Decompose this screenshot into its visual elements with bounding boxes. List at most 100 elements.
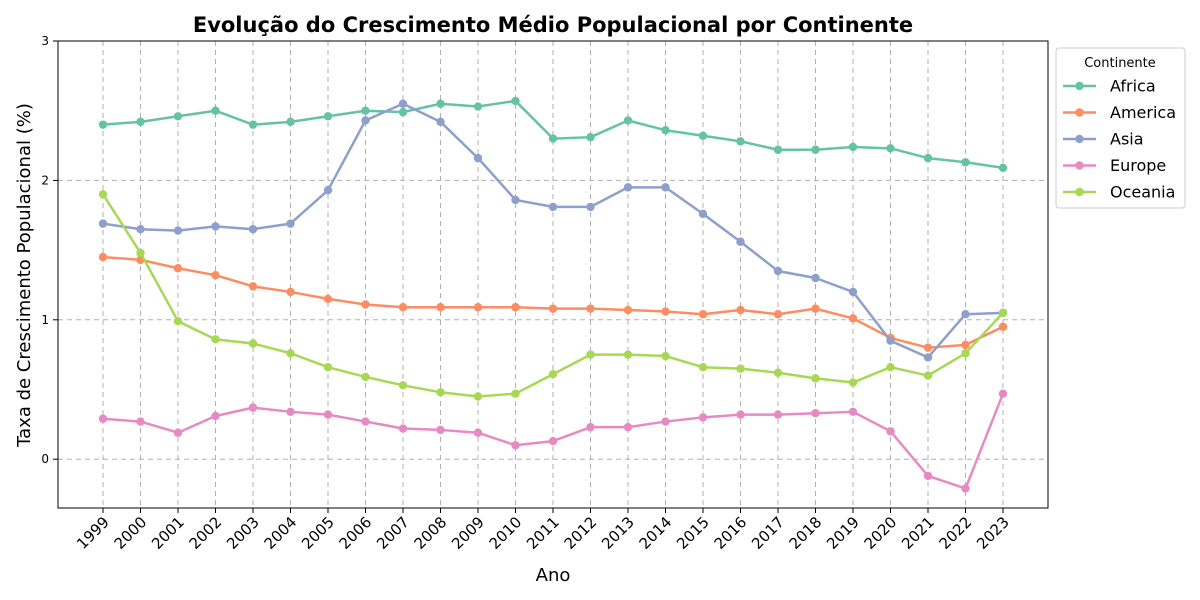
data-point-america	[998, 322, 1008, 331]
data-point-oceania	[286, 349, 295, 358]
data-point-africa	[173, 112, 183, 121]
data-point-oceania	[548, 369, 558, 379]
data-point-europe	[961, 484, 970, 493]
data-point-europe	[173, 428, 183, 437]
data-point-africa	[323, 112, 333, 121]
legend-swatch-marker	[1075, 108, 1084, 117]
chart-title: Evolução do Crescimento Médio Populacion…	[193, 13, 913, 37]
data-point-africa	[211, 106, 220, 115]
data-point-oceania	[736, 364, 745, 373]
data-point-oceania	[473, 392, 483, 401]
x-axis-label: Ano	[536, 565, 571, 586]
x-tick-label: 2010	[486, 513, 526, 553]
data-point-asia	[586, 202, 595, 212]
legend-item-asia: Asia	[1063, 130, 1144, 149]
data-point-africa	[773, 145, 783, 154]
data-point-africa	[736, 137, 745, 146]
data-point-america	[811, 304, 820, 313]
data-point-america	[361, 300, 370, 309]
data-point-america	[98, 252, 108, 262]
data-point-asia	[661, 183, 670, 192]
data-point-europe	[698, 413, 708, 422]
legend-items: Africa America Asia Europe Oceania	[1063, 77, 1176, 202]
legend-swatch-marker	[1075, 134, 1084, 144]
data-point-europe	[473, 428, 483, 437]
legend: Continente Africa America Asia Europe Oceani…	[1055, 47, 1186, 209]
data-point-oceania	[848, 378, 858, 387]
data-point-europe	[136, 417, 145, 426]
legend-label: Oceania	[1110, 183, 1175, 202]
legend-swatch-marker	[1075, 81, 1084, 91]
data-point-asia	[511, 195, 520, 205]
data-point-asia	[286, 219, 295, 228]
data-point-africa	[286, 117, 295, 127]
x-tick-label: 2021	[898, 513, 938, 553]
data-point-oceania	[586, 350, 595, 359]
data-point-europe	[398, 424, 408, 433]
data-point-oceania	[998, 308, 1008, 318]
data-point-asia	[848, 287, 858, 297]
legend-item-america: America	[1063, 103, 1176, 122]
data-point-asia	[136, 224, 145, 234]
data-point-oceania	[323, 363, 333, 372]
data-point-oceania	[961, 349, 970, 358]
x-tick-label: 2002	[186, 513, 226, 553]
data-point-europe	[548, 436, 558, 446]
y-tick-label: 1	[41, 313, 49, 327]
data-point-africa	[361, 106, 370, 115]
data-point-oceania	[698, 363, 708, 372]
data-point-africa	[548, 134, 558, 143]
x-tick-label: 2022	[936, 513, 976, 553]
data-point-europe	[586, 422, 595, 432]
data-point-africa	[473, 102, 483, 111]
data-point-europe	[848, 407, 858, 417]
data-point-asia	[698, 209, 708, 219]
data-point-europe	[736, 410, 745, 419]
legend-item-europe: Europe	[1063, 156, 1166, 175]
data-point-europe	[661, 417, 670, 426]
data-point-oceania	[773, 368, 783, 377]
data-point-oceania	[173, 317, 183, 326]
x-tick-label: 2004	[261, 513, 301, 553]
data-point-africa	[698, 131, 708, 140]
data-point-america	[248, 282, 258, 291]
data-point-america	[473, 303, 483, 312]
data-point-europe	[361, 417, 370, 426]
x-tick-label: 2011	[523, 513, 563, 553]
y-tick-label: 2	[41, 173, 49, 187]
series-europe	[98, 389, 1008, 493]
data-point-oceania	[248, 339, 258, 348]
data-point-europe	[248, 403, 258, 412]
data-point-america	[848, 314, 858, 323]
x-tick-label: 2007	[373, 513, 413, 553]
data-point-asia	[436, 117, 445, 127]
legend-title: Continente	[1084, 56, 1156, 71]
data-point-america	[323, 294, 333, 304]
data-point-america	[773, 310, 783, 319]
data-point-asia	[361, 116, 370, 125]
y-tick-label: 3	[41, 34, 49, 48]
x-tick-label: 1999	[73, 513, 113, 553]
data-point-europe	[998, 389, 1008, 398]
series-group	[98, 96, 1008, 493]
y-axis-label: Taxa de Crescimento Populacional (%)	[14, 103, 35, 448]
data-point-america	[661, 307, 670, 316]
data-point-africa	[811, 145, 820, 154]
data-point-asia	[886, 336, 895, 345]
x-tick-label: 2003	[223, 513, 263, 553]
data-point-africa	[886, 144, 895, 153]
legend-label: Europe	[1110, 156, 1166, 175]
data-point-africa	[248, 120, 258, 129]
data-point-america	[511, 303, 520, 312]
x-tick-label: 2017	[748, 513, 788, 553]
data-point-africa	[136, 117, 145, 127]
data-point-asia	[623, 183, 633, 192]
data-point-oceania	[511, 389, 520, 398]
data-point-asia	[773, 266, 783, 276]
x-tick-label: 2019	[823, 513, 863, 553]
x-tick-label: 2006	[336, 513, 376, 553]
legend-label: Asia	[1110, 130, 1144, 149]
x-tick-label: 2020	[861, 513, 901, 553]
data-point-america	[961, 340, 970, 350]
x-tick-label: 2000	[111, 513, 151, 553]
